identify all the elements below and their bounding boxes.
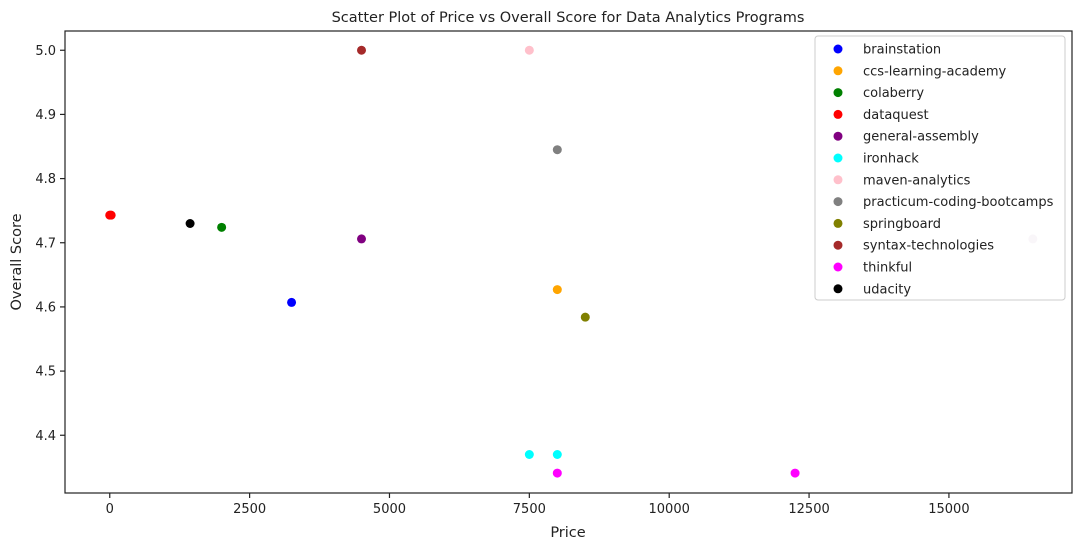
legend-label: ccs-learning-academy [863, 64, 1006, 79]
data-point [552, 145, 562, 155]
data-point [106, 210, 116, 220]
legend-marker [833, 240, 843, 250]
x-axis-ticks: 0 2500 5000 7500 10000 12500 15000 [106, 493, 970, 517]
legend-label: colaberry [863, 86, 924, 101]
legend-marker [833, 262, 843, 272]
y-tick-label: 5.0 [35, 44, 56, 59]
legend-label: syntax-technologies [863, 239, 994, 254]
legend-marker [833, 284, 843, 294]
legend-label: general-assembly [863, 130, 979, 145]
legend-box [814, 35, 1066, 301]
legend-items: brainstation ccs-learning-academy colaberr… [833, 43, 1054, 297]
data-point [287, 297, 297, 307]
plot-area [64, 30, 1073, 494]
legend-marker [833, 66, 843, 76]
data-point [357, 234, 367, 244]
x-tick-label: 5000 [373, 502, 406, 517]
legend-marker [833, 88, 843, 98]
legend-marker [833, 44, 843, 54]
legend-marker [833, 153, 843, 163]
y-tick-label: 4.7 [35, 236, 56, 251]
y-tick-label: 4.9 [35, 108, 56, 123]
legend-marker [833, 197, 843, 207]
legend-label: maven-analytics [863, 173, 971, 188]
x-tick-label: 2500 [233, 502, 266, 517]
legend-label: dataquest [863, 108, 929, 123]
data-point [790, 468, 800, 478]
data-point [357, 45, 367, 55]
y-axis-label: Overall Score [9, 213, 25, 310]
legend-marker [833, 131, 843, 141]
legend-marker [833, 175, 843, 185]
data-point [217, 222, 227, 232]
data-point [552, 450, 562, 459]
y-tick-label: 4.5 [35, 365, 56, 380]
legend-label: thinkful [863, 261, 912, 276]
x-axis-label: Price [550, 525, 585, 541]
data-point [552, 285, 562, 295]
legend-label: ironhack [863, 152, 919, 167]
x-tick-label: 7500 [513, 502, 546, 517]
data-point [552, 468, 562, 478]
chart-title: Scatter Plot of Price vs Overall Score f… [332, 10, 805, 26]
legend-marker [833, 218, 843, 228]
y-tick-label: 4.6 [35, 300, 56, 315]
legend-marker [833, 109, 843, 119]
x-tick-label: 12500 [788, 502, 829, 517]
data-point [185, 219, 195, 228]
legend-label: practicum-coding-bootcamps [863, 195, 1054, 210]
data-points [105, 45, 1038, 478]
x-tick-label: 10000 [649, 502, 690, 517]
x-tick-label: 15000 [928, 502, 969, 517]
y-tick-label: 4.8 [35, 172, 56, 187]
data-point [580, 312, 590, 322]
legend: brainstation ccs-learning-academy colaberr… [814, 35, 1066, 301]
legend-label: springboard [863, 217, 941, 232]
x-tick-label: 0 [106, 502, 114, 517]
legend-label: brainstation [863, 43, 941, 58]
y-tick-label: 4.4 [35, 429, 56, 444]
legend-label: udacity [863, 282, 911, 297]
y-axis-ticks: 4.4 4.5 4.6 4.7 4.8 4.9 5.0 [35, 44, 65, 444]
data-point [524, 450, 534, 459]
plot-frame [64, 30, 1073, 494]
data-point [524, 45, 534, 55]
